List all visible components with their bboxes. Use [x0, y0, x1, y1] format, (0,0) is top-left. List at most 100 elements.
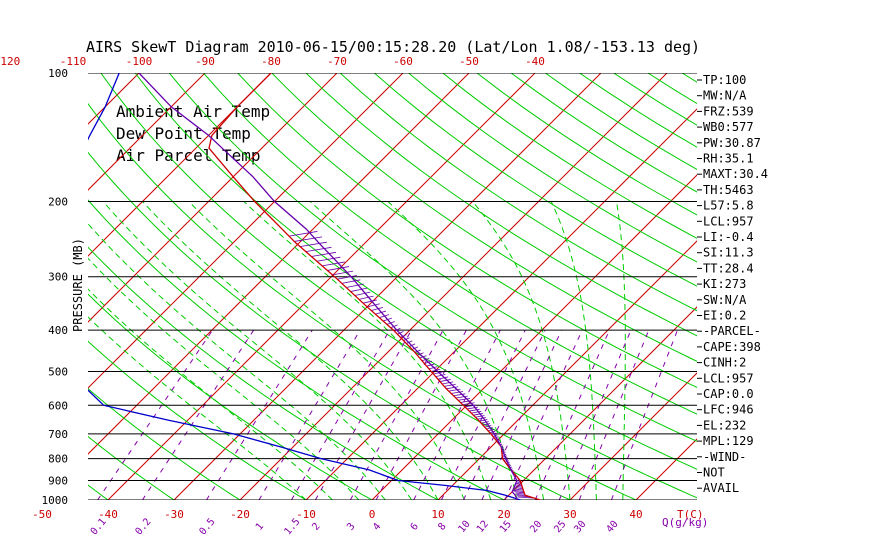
cape-hatch-line: [444, 383, 456, 387]
dry-adiabat-line: [88, 293, 374, 500]
bottom-temperature-tick-label: 10: [431, 508, 444, 521]
dry-adiabat-line: [271, 73, 697, 362]
dry-adiabat-line: [88, 484, 109, 500]
cape-hatch-line: [367, 303, 380, 308]
bottom-temperature-tick-label: 40: [629, 508, 642, 521]
bottom-temperature-tick-label: -30: [164, 508, 184, 521]
cape-hatch-line: [516, 493, 526, 496]
cape-hatch-line: [358, 295, 374, 300]
y-axis-label: PRESSURE (MB): [71, 238, 85, 332]
mixing-ratio-line: [206, 329, 313, 500]
sounding-index-label: CAP:0.0: [703, 387, 754, 401]
cape-hatch-line: [437, 376, 449, 380]
sounding-index-label: SW:N/A: [703, 293, 747, 307]
moist-adiabat-line: [309, 201, 518, 500]
isotherm-line: [88, 73, 470, 455]
mixing-ratio-tick-label: 0.5: [198, 516, 218, 537]
cape-hatch-line: [471, 410, 482, 414]
dry-adiabat-line: [88, 435, 175, 500]
pressure-tick-label: 500: [48, 365, 68, 378]
dry-adiabat-line: [88, 388, 241, 500]
cape-hatch-line: [486, 427, 493, 430]
cape-hatch-line: [515, 484, 522, 487]
cape-hatch-line: [513, 489, 524, 492]
cape-hatch-line: [294, 236, 323, 242]
dry-adiabat-line: [785, 73, 870, 509]
mixing-ratio-line: [504, 329, 583, 500]
isotherm-line: [569, 372, 697, 500]
sounding-index-label: -WIND-: [703, 450, 746, 464]
cape-hatch-line: [458, 397, 471, 401]
mixing-ratio-line: [610, 329, 678, 500]
mixing-ratio-tick-label: 12: [475, 519, 491, 535]
sounding-index-label: KI:273: [703, 277, 746, 291]
sounding-index-label: LCL:957: [703, 371, 754, 385]
mixing-ratio-tick-label: 4: [371, 521, 383, 533]
mixing-ratio-tick-label: 0.2: [134, 517, 154, 538]
isotherm-line: [768, 73, 870, 500]
cape-hatch-line: [451, 391, 464, 394]
dry-adiabat-line: [100, 73, 697, 499]
cape-hatch-line: [316, 256, 341, 262]
cape-hatch-line: [299, 241, 327, 247]
mixing-ratio-line: [97, 329, 213, 500]
moist-adiabat-line: [102, 201, 413, 500]
top-temperature-tick-label: -110: [60, 55, 87, 68]
top-temperature-tick-label: -90: [195, 55, 215, 68]
mixing-ratio-line: [481, 329, 563, 500]
cape-hatch-line: [341, 279, 361, 284]
pressure-tick-label: 300: [48, 271, 68, 284]
dry-adiabat-line: [88, 151, 572, 500]
cape-hatch-line: [473, 413, 483, 416]
cape-hatch-line: [397, 331, 404, 335]
cape-hatch-line: [515, 492, 525, 495]
sounding-index-label: WB0:577: [703, 120, 754, 134]
dry-adiabat-line: [819, 73, 870, 509]
mixing-ratio-tick-label: 25: [552, 519, 568, 535]
cape-hatch-line: [346, 283, 364, 288]
pressure-tick-label: 700: [48, 428, 68, 441]
sounding-index-label: FRZ:539: [703, 104, 754, 118]
mixing-ratio-tick-label: 8: [436, 521, 448, 533]
sounding-index-label: LFC:946: [703, 403, 754, 417]
cape-hatch-line: [431, 368, 441, 372]
bottom-temperature-tick-label: -40: [98, 508, 118, 521]
dry-adiabat-line: [168, 73, 697, 442]
pressure-tick-label: 800: [48, 453, 68, 466]
dry-adiabat-line: [408, 73, 697, 263]
mixing-ratio-line: [413, 329, 501, 500]
cape-hatch-line: [453, 393, 466, 397]
dry-adiabat-line: [442, 73, 697, 239]
cape-hatch-line: [482, 423, 491, 426]
cape-hatch-line: [362, 299, 377, 304]
moist-adiabat-line: [88, 316, 307, 500]
top-temperature-tick-label: -100: [126, 55, 153, 68]
mixing-ratio-line: [258, 329, 361, 500]
cape-hatch-line: [375, 310, 387, 315]
legend-ambient-air-temp: Ambient Air Temp: [116, 102, 270, 121]
moist-adiabat-line: [243, 201, 492, 500]
dew-point-temp-line: [88, 73, 521, 500]
bottom-temperature-tick-label: -20: [230, 508, 250, 521]
bottom-temperature-tick-label: 30: [563, 508, 576, 521]
mixing-ratio-tick-label: 15: [498, 519, 514, 535]
cape-hatch-line: [311, 251, 337, 257]
isotherm-line: [88, 73, 338, 323]
sounding-index-label: -PARCEL-: [703, 324, 761, 338]
isotherm-line: [437, 240, 697, 500]
pressure-tick-label: 200: [48, 196, 68, 209]
cape-hatch-line: [446, 386, 459, 390]
sounding-index-label: TT:28.4: [703, 261, 754, 275]
cape-hatch-line: [448, 388, 461, 392]
cape-hatch-line: [354, 291, 371, 296]
sounding-index-label: TP:100: [703, 73, 746, 87]
cape-hatch-line: [462, 402, 475, 406]
top-temperature-tick-label: -120: [0, 55, 20, 68]
top-temperature-tick-label: -70: [327, 55, 347, 68]
cape-hatch-line: [305, 246, 332, 253]
cape-hatch-line: [371, 307, 384, 311]
cape-hatch-line: [475, 415, 485, 418]
cape-hatch-line: [514, 491, 525, 494]
mixing-ratio-line: [141, 329, 255, 500]
sounding-index-label: SI:11.3: [703, 246, 754, 260]
